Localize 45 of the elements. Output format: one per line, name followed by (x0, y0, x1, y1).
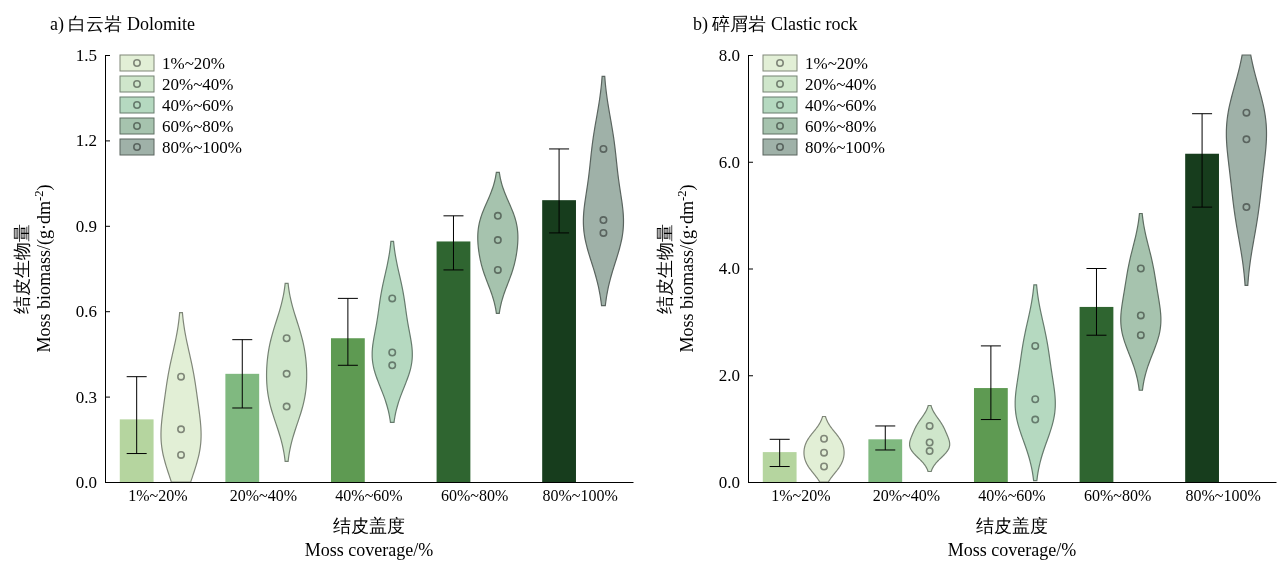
bar (330, 338, 365, 482)
legend-label: 60%~80% (162, 117, 234, 136)
legend-label: 60%~80% (805, 117, 877, 136)
x-tick-label: 1%~20% (128, 487, 188, 505)
x-tick-label: 80%~100% (1185, 487, 1261, 505)
x-tick-label: 20%~40% (229, 487, 298, 505)
bar (762, 452, 797, 482)
legend-label: 40%~60% (162, 96, 234, 115)
legend-label: 20%~40% (162, 75, 234, 94)
x-axis-title: 结皮盖度 Moss coverage/% (304, 516, 434, 560)
bar (1185, 153, 1219, 482)
legend-label: 40%~60% (805, 96, 877, 115)
x-axis-title: 结皮盖度 Moss coverage/% (947, 516, 1077, 560)
legend-label: 1%~20% (805, 54, 869, 73)
legend-label: 1%~20% (162, 54, 226, 73)
bar (868, 439, 903, 482)
bar (542, 200, 576, 482)
y-tick-label: 2.0 (718, 366, 740, 386)
bar (225, 373, 260, 482)
y-tick-label: 0.6 (75, 302, 97, 322)
y-tick-label: 0.9 (75, 216, 97, 236)
y-tick-label: 4.0 (718, 259, 740, 279)
bar (436, 241, 471, 482)
y-tick-label: 0.0 (75, 472, 97, 492)
legend-label: 80%~100% (162, 138, 243, 157)
chart-title: b) 碎屑岩 Clastic rock (693, 14, 858, 35)
bar (119, 419, 154, 482)
x-tick-label: 80%~100% (542, 487, 618, 505)
x-tick-label: 60%~80% (1083, 487, 1152, 505)
x-tick-label: 40%~60% (978, 487, 1046, 505)
y-tick-label: 1.2 (75, 131, 97, 151)
x-tick-label: 20%~40% (872, 487, 941, 505)
y-tick-label: 8.0 (718, 45, 740, 65)
x-tick-label: 60%~80% (440, 487, 509, 505)
bar (973, 388, 1008, 482)
legend-label: 80%~100% (805, 138, 886, 157)
y-tick-label: 0.3 (75, 387, 97, 407)
chart-title: a) 白云岩 Dolomite (50, 14, 195, 35)
x-tick-label: 40%~60% (335, 487, 403, 505)
y-tick-label: 1.5 (75, 45, 97, 65)
bar (1079, 306, 1114, 482)
y-tick-label: 0.0 (718, 472, 740, 492)
y-tick-label: 6.0 (718, 152, 740, 172)
x-tick-label: 1%~20% (771, 487, 831, 505)
legend-label: 20%~40% (805, 75, 877, 94)
